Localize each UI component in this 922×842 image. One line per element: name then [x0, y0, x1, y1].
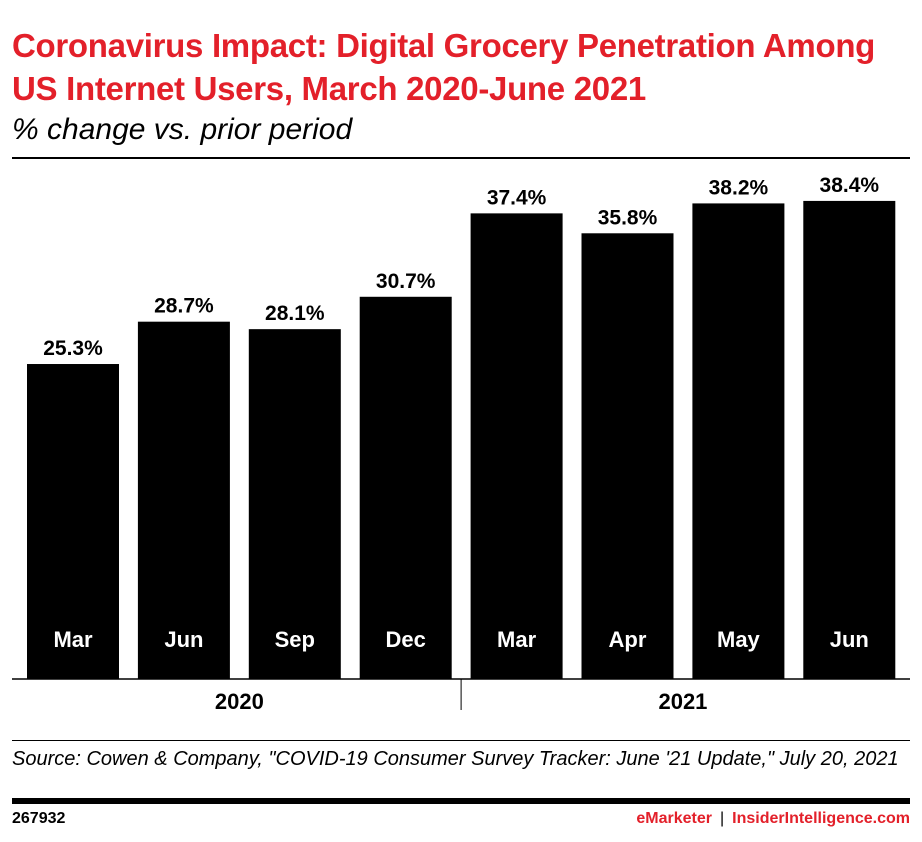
top-rule [12, 157, 910, 159]
data-label: 28.1% [265, 302, 325, 325]
data-label: 35.8% [598, 206, 658, 229]
bar [359, 296, 452, 679]
footer-rule [12, 798, 910, 804]
data-label: 25.3% [43, 337, 103, 360]
category-label: Jun [830, 627, 869, 652]
bar [581, 233, 674, 680]
source-rule [12, 740, 910, 741]
bar-chart: 25.3% Mar 28.7% Jun 28.1% Sep 30.7% Dec 37.4% Mar… [12, 174, 910, 714]
brand-separator: | [720, 810, 725, 827]
category-label: Mar [497, 627, 537, 652]
insider-intelligence-link[interactable]: InsiderIntelligence.com [732, 810, 910, 827]
bar [27, 364, 119, 679]
data-label: 37.4% [487, 186, 547, 209]
category-label: Dec [386, 627, 426, 652]
data-label: 38.2% [709, 176, 769, 199]
category-label: Mar [53, 627, 93, 652]
chart-id: 267932 [12, 810, 66, 827]
category-label: Jun [164, 627, 203, 652]
category-label: May [717, 627, 761, 652]
chart-title: Coronavirus Impact: Digital Grocery Pene… [12, 27, 876, 107]
category-label: Sep [275, 627, 315, 652]
bar [803, 200, 896, 680]
bar [137, 321, 230, 679]
year-label: 2020 [215, 689, 264, 714]
bar [470, 213, 563, 679]
emarketer-logo: eMarketer [636, 810, 713, 827]
chart-subtitle: % change vs. prior period [12, 113, 353, 146]
bar [692, 203, 785, 679]
category-label: Apr [609, 627, 647, 652]
data-label: 38.4% [820, 174, 880, 197]
year-label: 2021 [658, 689, 707, 714]
bar [248, 329, 341, 679]
footer-brand: eMarketer | InsiderIntelligence.com [636, 810, 910, 828]
data-label: 30.7% [376, 270, 436, 293]
source-note: Source: Cowen & Company, "COVID-19 Consu… [12, 748, 899, 770]
data-label: 28.7% [154, 295, 214, 318]
